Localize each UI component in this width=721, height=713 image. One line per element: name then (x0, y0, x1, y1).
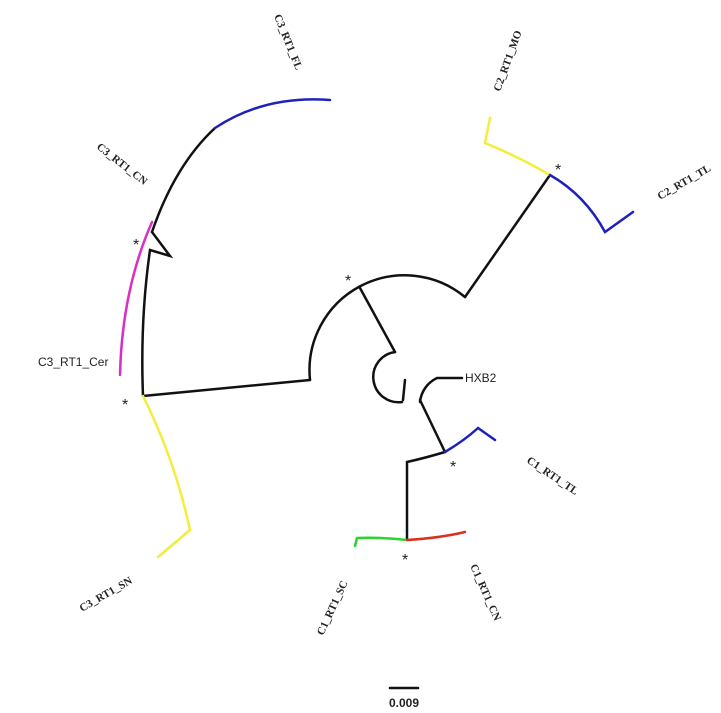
branch (358, 286, 397, 354)
leaf-label: C2_RT1_TL (656, 162, 714, 202)
branch (150, 126, 217, 234)
leaf-label: C3_RT1_CN (94, 141, 149, 188)
branch (141, 230, 174, 398)
support-marker: * (555, 162, 561, 179)
branch (401, 378, 407, 402)
branch (118, 220, 154, 377)
leaf-label: C3_RT1_FL (271, 13, 304, 72)
support-marker: * (402, 552, 408, 569)
branches (118, 98, 635, 690)
support-marker: * (133, 237, 139, 254)
branch (463, 173, 552, 299)
leaf-label: HXB2 (465, 371, 497, 385)
leaf-label: C1_RT1_CN (467, 562, 503, 622)
branch (418, 376, 464, 404)
branch (418, 398, 447, 454)
support-marker: * (345, 273, 351, 290)
branch (483, 116, 552, 177)
branch (141, 394, 192, 559)
branch (443, 426, 497, 454)
branch (308, 274, 467, 382)
leaf-label: C1_RT1_SC (315, 579, 351, 638)
leaf-label: C3_RT1_Cer (38, 355, 108, 369)
branch (213, 98, 332, 130)
leaf-label: C2_RT1_MO (492, 29, 525, 93)
leaf-label: C1_RT1_TL (524, 455, 580, 498)
scale-label: 0.009 (389, 696, 419, 710)
branch (405, 530, 467, 542)
branch (353, 536, 409, 548)
support-marker: * (450, 459, 456, 476)
branch (141, 378, 312, 398)
branch (405, 450, 447, 542)
leaf-label: C3_RT1_SN (78, 575, 135, 615)
branch (548, 173, 635, 234)
branch (372, 350, 404, 404)
support-marker: * (122, 397, 128, 414)
